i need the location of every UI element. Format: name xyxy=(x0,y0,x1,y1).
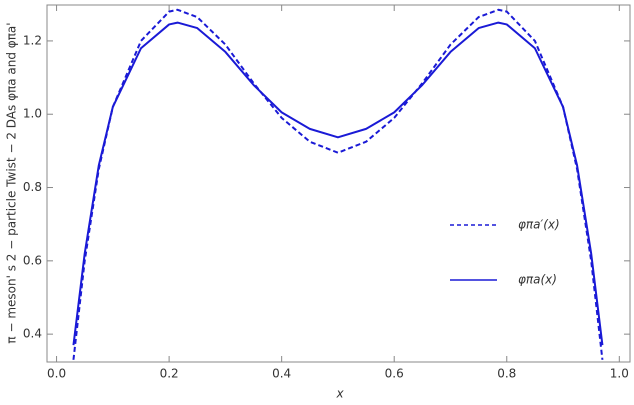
x-axis-label: x xyxy=(335,387,344,401)
legend-label: φπa′(x) xyxy=(518,218,560,232)
legend-label: φπa(x) xyxy=(518,273,557,287)
x-tick-label: 1.0 xyxy=(610,367,629,381)
x-tick-label: 0.2 xyxy=(160,367,179,381)
x-tick-label: 0.8 xyxy=(497,367,516,381)
y-tick-label: 0.8 xyxy=(23,180,42,194)
y-tick-label: 0.4 xyxy=(23,327,42,341)
x-tick-label: 0.6 xyxy=(385,367,404,381)
series-line xyxy=(72,8,604,360)
y-tick-label: 1.0 xyxy=(23,107,42,121)
y-tick-label: 1.2 xyxy=(23,33,42,47)
y-tick-label: 0.6 xyxy=(23,253,42,267)
y-axis-label: π − meson' s 2 − particle Twist − 2 DAs … xyxy=(5,22,19,343)
x-tick-label: 0.0 xyxy=(47,367,66,381)
series-line xyxy=(72,21,604,346)
x-tick-label: 0.4 xyxy=(272,367,291,381)
plot-frame xyxy=(46,4,631,363)
